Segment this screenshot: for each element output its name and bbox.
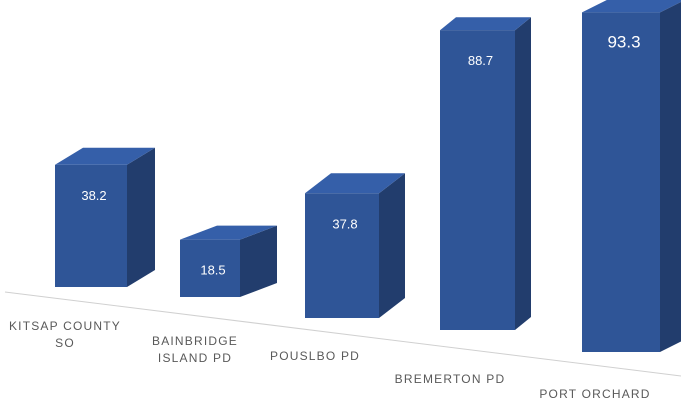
category-label: KITSAP COUNTY SO [8,319,122,350]
bar-side [515,17,531,330]
bar-side [127,147,155,287]
bar-top [582,0,681,13]
bar-top [180,225,277,240]
bar [582,12,660,352]
bar [440,30,515,330]
bar-top [55,147,155,165]
category-label: PORT ORCHARD [539,387,651,401]
floor-line [4,291,681,377]
category-label: BAINBRIDGE ISLAND PD [151,334,238,365]
value-label: 18.5 [200,263,225,278]
bar-side [240,225,277,297]
bar-side [660,1,681,352]
value-label: 93.3 [607,32,640,51]
category-label: POUSLBO PD [269,349,361,363]
bar [180,239,240,297]
value-label: 88.7 [468,53,493,68]
category-label: BREMERTON PD [394,372,506,386]
bar-top [440,17,531,31]
value-label: 38.2 [81,188,106,203]
bar-side [379,173,405,318]
bar-top [305,173,405,194]
bar [55,164,127,287]
bar [305,193,379,318]
value-label: 37.8 [332,216,357,231]
